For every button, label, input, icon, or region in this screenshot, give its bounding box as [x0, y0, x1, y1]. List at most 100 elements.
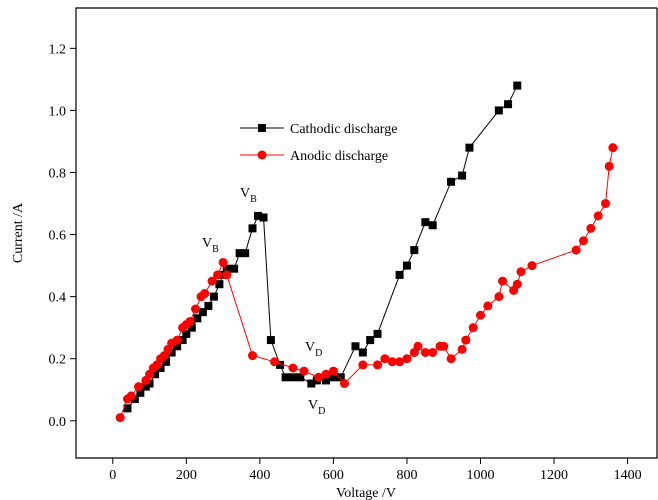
data-point — [421, 218, 430, 227]
data-point — [254, 211, 263, 220]
data-point — [339, 379, 349, 389]
data-point — [173, 342, 182, 351]
x-tick-label: 1400 — [614, 468, 642, 483]
y-tick-label: 1.0 — [49, 104, 67, 119]
data-point — [578, 236, 588, 246]
data-point — [248, 351, 258, 361]
annotation-text: V — [240, 186, 250, 201]
data-point — [328, 366, 338, 376]
data-point — [336, 373, 345, 382]
data-point — [126, 391, 136, 401]
data-point — [191, 304, 201, 314]
data-point — [187, 323, 196, 332]
y-tick-label: 0.6 — [49, 229, 67, 244]
data-point — [167, 348, 176, 357]
annotation-text: V — [202, 236, 212, 251]
data-point — [130, 395, 139, 404]
legend-label: Cathodic discharge — [290, 122, 397, 137]
data-point — [145, 379, 154, 388]
data-point — [439, 341, 449, 351]
data-point — [162, 357, 171, 366]
data-point — [366, 336, 375, 345]
data-point — [198, 308, 207, 317]
data-point — [314, 372, 324, 382]
data-point — [218, 257, 228, 267]
data-point — [465, 143, 474, 152]
data-point — [513, 81, 522, 90]
data-point — [351, 342, 360, 351]
data-point — [185, 316, 195, 326]
data-point — [123, 404, 132, 413]
data-point — [288, 363, 298, 373]
data-point — [395, 357, 405, 367]
data-point — [193, 314, 202, 323]
data-point — [288, 373, 297, 382]
data-point — [182, 329, 191, 338]
data-point — [527, 261, 537, 271]
data-point — [329, 373, 338, 382]
data-point — [373, 329, 382, 338]
annotation-subscript: D — [318, 406, 325, 417]
data-point — [494, 292, 504, 302]
data-point — [458, 171, 467, 180]
data-point — [571, 245, 581, 255]
data-point — [281, 373, 290, 382]
data-point — [483, 301, 493, 311]
data-point — [178, 336, 187, 345]
x-axis-label: Voltage /V — [336, 486, 396, 500]
data-point — [266, 336, 275, 345]
x-tick-label: 400 — [249, 468, 270, 483]
data-point — [512, 279, 522, 289]
data-point — [446, 354, 456, 364]
data-point — [395, 270, 404, 279]
data-point — [259, 213, 268, 222]
annotation-subscript: D — [315, 348, 322, 359]
legend-marker — [258, 124, 266, 132]
data-point — [134, 382, 144, 392]
data-point — [608, 143, 618, 153]
data-point — [115, 413, 125, 423]
data-point — [156, 364, 165, 372]
data-point — [380, 354, 390, 364]
data-point — [428, 347, 438, 357]
data-point — [136, 388, 145, 397]
annotation-subscript: B — [250, 194, 257, 205]
data-point — [209, 292, 218, 301]
data-point — [516, 267, 526, 277]
annotation-subscript: B — [212, 244, 219, 255]
data-point — [307, 379, 316, 388]
data-point — [461, 335, 471, 345]
data-point — [230, 264, 239, 273]
annotation: VB — [240, 186, 257, 205]
x-tick-label: 0 — [109, 468, 116, 483]
data-point — [215, 280, 224, 289]
x-tick-label: 1000 — [466, 468, 494, 483]
data-point — [358, 348, 367, 357]
annotation: VB — [202, 236, 219, 255]
data-point — [428, 221, 437, 230]
data-point — [222, 270, 232, 280]
data-point — [213, 270, 223, 280]
data-point — [586, 223, 596, 233]
data-point — [204, 301, 213, 310]
data-point — [420, 347, 430, 357]
y-tick-label: 0.2 — [49, 353, 67, 368]
data-point — [276, 360, 285, 369]
y-tick-label: 0.4 — [49, 291, 67, 306]
data-point — [447, 177, 456, 186]
data-point — [241, 249, 250, 258]
data-point — [248, 224, 257, 233]
y-axis-label: Current /A — [11, 202, 26, 263]
data-point — [322, 376, 331, 385]
data-point — [200, 289, 210, 299]
data-point — [402, 354, 412, 364]
annotation: VD — [305, 340, 322, 359]
data-point — [468, 323, 478, 333]
y-tick-label: 0.8 — [49, 166, 67, 181]
data-point — [604, 161, 614, 171]
data-point — [321, 369, 331, 379]
x-tick-label: 1200 — [540, 468, 568, 483]
data-point — [299, 366, 309, 376]
data-point — [172, 335, 182, 345]
